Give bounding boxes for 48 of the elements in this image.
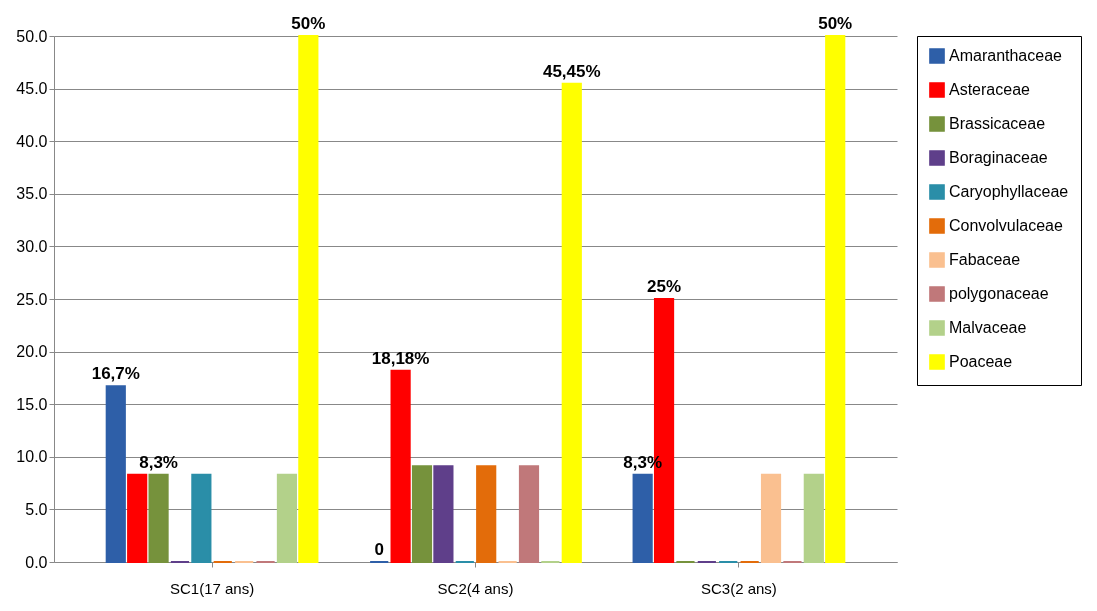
- bar: [191, 473, 212, 563]
- y-tick-label: 45.0: [16, 80, 48, 98]
- data-label: 50%: [291, 14, 326, 33]
- x-tick-label: SC3(2 ans): [701, 579, 777, 597]
- bar: [632, 473, 653, 563]
- bar: [411, 465, 433, 563]
- bar: [276, 473, 298, 563]
- bar: [518, 465, 540, 563]
- bar: [298, 35, 319, 563]
- y-tick-label: 0.0: [25, 553, 48, 571]
- data-label: 8,3%: [139, 452, 178, 472]
- bar: [561, 82, 582, 563]
- bar: [433, 465, 454, 563]
- legend-label: Brassicaceae: [949, 115, 1046, 132]
- legend-label: Fabaceae: [949, 251, 1021, 268]
- legend-label: Amaranthaceae: [949, 47, 1063, 64]
- y-tick-label: 15.0: [16, 395, 48, 413]
- bar: [476, 465, 497, 563]
- legend-label: Malvaceae: [949, 319, 1027, 336]
- x-tick-label: SC1(17 ans): [169, 579, 255, 597]
- bar: [148, 473, 169, 563]
- y-tick-label: 25.0: [16, 290, 48, 308]
- y-tick-label: 50.0: [16, 27, 48, 45]
- legend-label: Poaceae: [949, 353, 1013, 370]
- y-tick-label: 30.0: [16, 237, 48, 255]
- y-tick-label: 20.0: [16, 343, 48, 361]
- data-label: 50%: [818, 14, 853, 33]
- bar: [760, 473, 782, 563]
- bar: [803, 473, 824, 563]
- y-tick-label: 40.0: [16, 132, 48, 150]
- data-label: 16,7%: [91, 364, 140, 384]
- bar: [127, 473, 148, 563]
- legend-label: Caryophyllaceae: [949, 183, 1069, 200]
- bar: [105, 385, 126, 563]
- legend-label: Boraginaceae: [949, 149, 1048, 166]
- data-label: 18,18%: [371, 348, 430, 368]
- legend-label: polygonaceae: [949, 285, 1049, 302]
- bar: [390, 369, 411, 563]
- y-tick-label: 10.0: [16, 448, 48, 466]
- data-label: 45,45%: [542, 61, 601, 81]
- y-tick-label: 5.0: [25, 500, 48, 518]
- legend-label: Asteraceae: [949, 81, 1031, 98]
- bar: [825, 35, 846, 563]
- data-label: 0: [374, 540, 384, 559]
- data-label: 25%: [647, 277, 682, 296]
- x-tick-label: SC2(4 ans): [437, 579, 514, 597]
- legend-label: Convolvulaceae: [949, 217, 1063, 234]
- y-tick-label: 35.0: [16, 185, 48, 203]
